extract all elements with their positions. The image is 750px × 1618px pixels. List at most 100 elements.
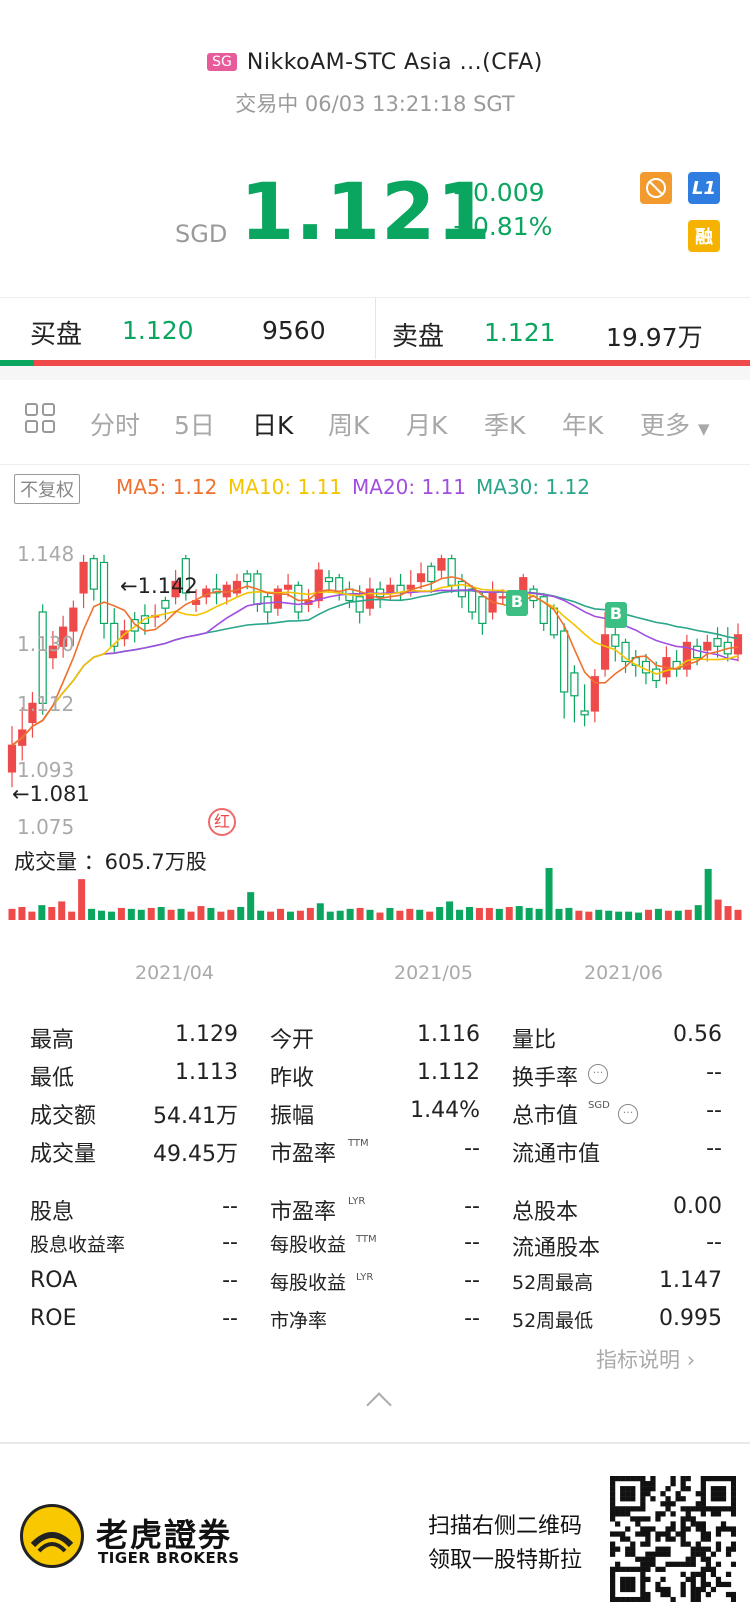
volume-bar bbox=[366, 909, 374, 920]
buy-marker-icon[interactable]: B bbox=[506, 590, 528, 616]
stat-value: 1.129 bbox=[175, 1022, 238, 1047]
info-icon[interactable]: ··· bbox=[618, 1104, 638, 1124]
candle-body bbox=[386, 584, 395, 594]
tabs-divider bbox=[0, 464, 750, 465]
ttm-superscript: TTM bbox=[356, 1234, 377, 1245]
candle-body bbox=[7, 744, 17, 773]
adjust-toggle[interactable]: 不复权 bbox=[14, 474, 80, 504]
volume-bar bbox=[485, 907, 493, 920]
level1-icon[interactable]: L1 bbox=[688, 172, 720, 204]
tab-monthly-k[interactable]: 月K bbox=[406, 411, 448, 440]
no-short-icon[interactable] bbox=[640, 172, 672, 204]
volume-bar bbox=[107, 911, 115, 920]
volume-bar bbox=[316, 903, 324, 920]
volume-bar bbox=[555, 908, 563, 920]
last-price: 1.121 bbox=[240, 168, 492, 258]
volume-bar bbox=[565, 907, 573, 920]
candle-body bbox=[59, 626, 68, 647]
margin-icon[interactable]: 融 bbox=[688, 220, 720, 252]
date-tick-label: 2021/06 bbox=[584, 962, 663, 984]
volume-bar bbox=[38, 905, 46, 920]
ttm-superscript: TTM bbox=[348, 1138, 369, 1149]
candle-body bbox=[38, 611, 47, 704]
tab-daily-k[interactable]: 日K bbox=[252, 411, 294, 440]
security-title[interactable]: NikkoAM-STC Asia ...(CFA) bbox=[246, 49, 543, 75]
volume-bar bbox=[28, 911, 36, 920]
stat-label: 市净率 bbox=[270, 1310, 328, 1332]
ask-ratio-bar bbox=[34, 360, 750, 366]
tab-more-label: 更多 bbox=[640, 411, 691, 440]
qr-code-icon[interactable] bbox=[610, 1476, 736, 1602]
market-badge: SG bbox=[207, 53, 237, 71]
stat-value: 0.56 bbox=[673, 1022, 722, 1047]
buy-marker-label: B bbox=[609, 604, 623, 623]
candle-body bbox=[232, 580, 242, 594]
red-marker-label: 红 bbox=[213, 812, 230, 831]
volume-bar bbox=[346, 908, 354, 920]
grid-icon[interactable] bbox=[24, 402, 56, 440]
stat-value: -- bbox=[706, 1230, 722, 1255]
stat-label: ROE bbox=[30, 1306, 77, 1331]
price-change: +0.009 bbox=[452, 178, 545, 207]
section-gap bbox=[0, 366, 750, 380]
ma5-value: MA5: 1.12 bbox=[116, 475, 218, 499]
buy-marker-icon[interactable]: B bbox=[605, 602, 627, 628]
volume-bar bbox=[694, 905, 702, 920]
volume-bar bbox=[48, 907, 56, 920]
volume-bar bbox=[595, 909, 603, 920]
volume-bar bbox=[88, 908, 96, 920]
brand-name-en: TIGER BROKERS bbox=[98, 1549, 240, 1567]
stat-value: -- bbox=[706, 1098, 722, 1123]
trading-status: 交易中 06/03 13:21:18 SGT bbox=[235, 92, 515, 116]
sgd-superscript: SGD bbox=[588, 1100, 610, 1111]
volume-bar bbox=[684, 909, 692, 920]
stat-value: -- bbox=[464, 1306, 480, 1331]
candle-body bbox=[570, 672, 579, 697]
y-tick-label: 1.075 bbox=[17, 815, 75, 839]
tab-weekly-k[interactable]: 周K bbox=[328, 411, 370, 440]
volume-bar bbox=[137, 909, 145, 920]
volume-bar bbox=[217, 911, 225, 920]
candle-body bbox=[355, 596, 364, 613]
stat-label: 股息收益率 bbox=[30, 1234, 126, 1256]
info-icon[interactable]: ··· bbox=[588, 1064, 608, 1084]
tab-yearly-k[interactable]: 年K bbox=[562, 411, 604, 440]
stat-label: 最高 bbox=[30, 1028, 75, 1053]
stat-value: -- bbox=[464, 1194, 480, 1219]
stat-label: 换手率 bbox=[512, 1066, 579, 1091]
candlestick-chart[interactable] bbox=[0, 520, 750, 840]
candle-body bbox=[590, 676, 599, 712]
volume-bar bbox=[406, 908, 414, 920]
ma20-value: MA20: 1.11 bbox=[352, 475, 467, 499]
tab-more[interactable]: 更多 ▼ bbox=[640, 406, 710, 442]
stat-value: 1.112 bbox=[417, 1060, 480, 1085]
stat-value: 1.113 bbox=[175, 1060, 238, 1085]
tab-quarterly-k[interactable]: 季K bbox=[484, 411, 526, 440]
volume-bar bbox=[495, 908, 503, 920]
candle-body bbox=[181, 558, 190, 594]
y-tick-label: 1.093 bbox=[17, 758, 75, 782]
stat-value: -- bbox=[222, 1230, 238, 1255]
ma5-line bbox=[11, 576, 739, 746]
collapse-chevron-up-icon[interactable] bbox=[366, 1392, 392, 1418]
volume-bar bbox=[237, 907, 245, 920]
y-tick-label: 1.130 bbox=[17, 632, 75, 656]
candle-body bbox=[437, 558, 446, 571]
stat-value: -- bbox=[464, 1268, 480, 1293]
tiger-logo-icon bbox=[20, 1504, 84, 1568]
volume-bar bbox=[227, 909, 235, 920]
candle-body bbox=[243, 573, 252, 583]
stat-value: 49.45万 bbox=[153, 1142, 238, 1167]
tab-5day[interactable]: 5日 bbox=[174, 411, 215, 440]
indicator-explain-link[interactable]: 指标说明 › bbox=[596, 1344, 695, 1374]
volume-bar bbox=[157, 907, 165, 920]
candle-body bbox=[69, 607, 78, 632]
tab-intraday[interactable]: 分时 bbox=[90, 411, 141, 440]
volume-bar bbox=[605, 910, 613, 920]
red-marker-icon[interactable]: 红 bbox=[208, 808, 236, 836]
ma10-value: MA10: 1.11 bbox=[228, 475, 343, 499]
stat-label: 每股收益 bbox=[270, 1272, 347, 1294]
bid-volume: 9560 bbox=[262, 316, 326, 345]
volume-chart[interactable] bbox=[0, 866, 750, 954]
period-tabs: 分时 5日 日K 周K 月K 季K 年K 更多 ▼ bbox=[0, 400, 750, 450]
